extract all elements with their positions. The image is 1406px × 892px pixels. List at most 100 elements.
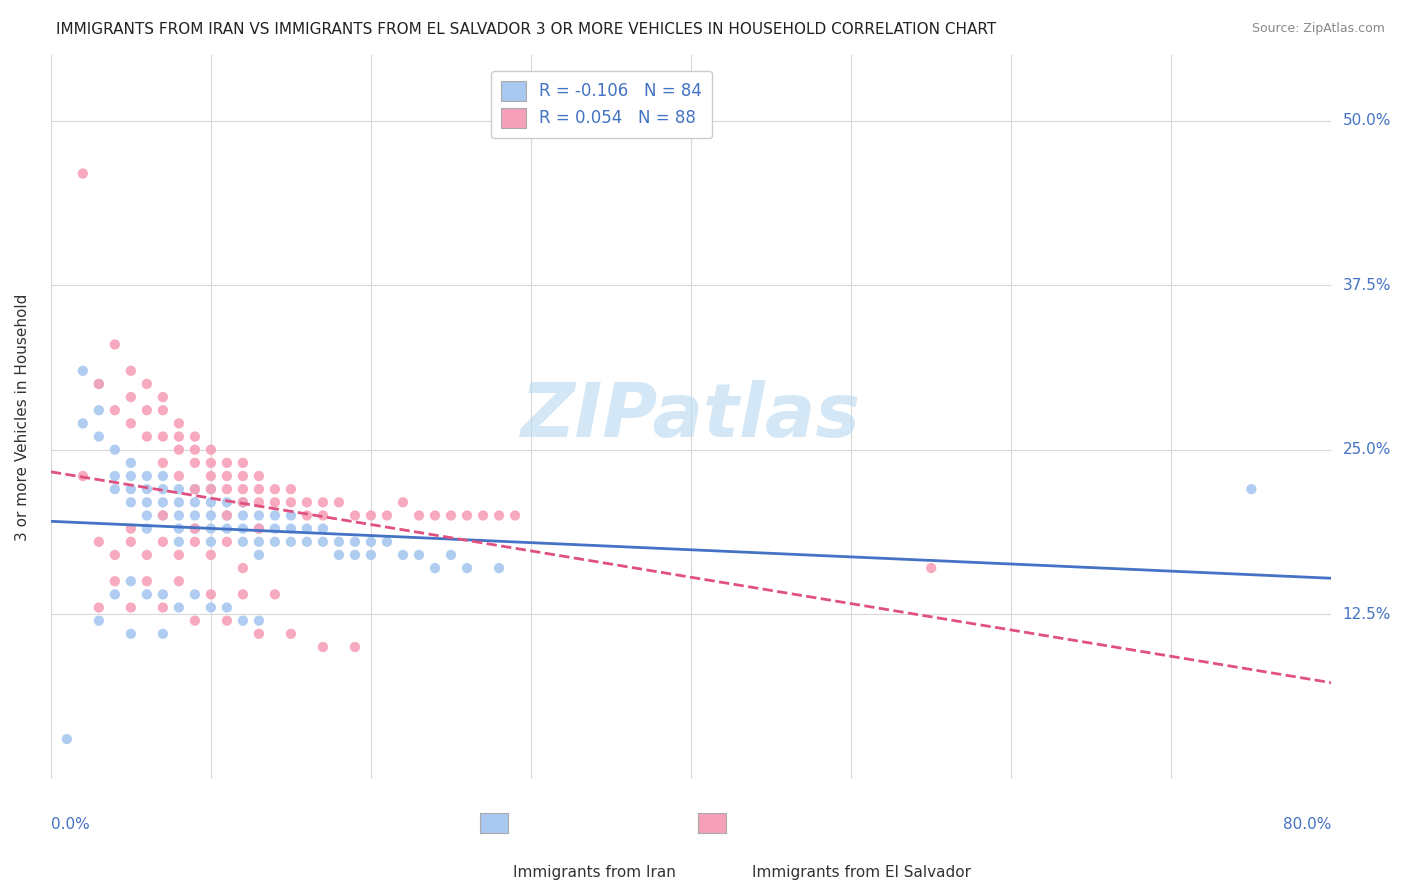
Point xyxy=(87,403,110,417)
Point xyxy=(184,456,207,470)
Point xyxy=(247,522,270,536)
Point xyxy=(215,534,238,549)
Point xyxy=(135,429,157,443)
Point xyxy=(200,587,222,601)
Point xyxy=(104,469,127,483)
Text: 37.5%: 37.5% xyxy=(1343,277,1391,293)
Point xyxy=(104,403,127,417)
Point xyxy=(104,548,127,562)
Point xyxy=(72,469,94,483)
Point xyxy=(120,390,142,404)
Point xyxy=(184,482,207,496)
Point xyxy=(120,574,142,589)
Point xyxy=(360,508,382,523)
Point xyxy=(87,600,110,615)
Point xyxy=(167,429,190,443)
Point xyxy=(295,508,318,523)
Point xyxy=(247,534,270,549)
Point xyxy=(104,587,127,601)
Point xyxy=(392,495,415,509)
Point xyxy=(440,548,463,562)
Point xyxy=(264,495,287,509)
Point xyxy=(87,429,110,443)
Point xyxy=(232,614,254,628)
Point xyxy=(167,534,190,549)
Text: ZIPatlas: ZIPatlas xyxy=(522,380,860,453)
Point xyxy=(360,548,382,562)
Point xyxy=(184,587,207,601)
Point xyxy=(120,469,142,483)
Point xyxy=(152,456,174,470)
Point xyxy=(456,561,478,575)
Point xyxy=(56,732,79,747)
Point xyxy=(343,640,366,654)
Point xyxy=(375,534,398,549)
Point xyxy=(423,508,446,523)
Point xyxy=(152,627,174,641)
Point xyxy=(247,522,270,536)
Point xyxy=(200,482,222,496)
Point xyxy=(120,522,142,536)
Point xyxy=(135,482,157,496)
Point xyxy=(104,574,127,589)
Point xyxy=(184,614,207,628)
Point xyxy=(264,522,287,536)
Point xyxy=(184,522,207,536)
Point xyxy=(232,587,254,601)
Point xyxy=(215,508,238,523)
Point xyxy=(215,482,238,496)
Point xyxy=(72,417,94,431)
Point xyxy=(135,548,157,562)
Point xyxy=(135,522,157,536)
Point xyxy=(200,534,222,549)
Point xyxy=(104,442,127,457)
Point xyxy=(408,508,430,523)
Point xyxy=(120,495,142,509)
Text: 12.5%: 12.5% xyxy=(1343,607,1391,622)
Point xyxy=(264,587,287,601)
Point xyxy=(135,403,157,417)
Point xyxy=(247,614,270,628)
Point xyxy=(167,469,190,483)
Point xyxy=(1240,482,1263,496)
Text: IMMIGRANTS FROM IRAN VS IMMIGRANTS FROM EL SALVADOR 3 OR MORE VEHICLES IN HOUSEH: IMMIGRANTS FROM IRAN VS IMMIGRANTS FROM … xyxy=(56,22,997,37)
Point xyxy=(247,482,270,496)
Point xyxy=(120,600,142,615)
Point xyxy=(104,337,127,351)
Point xyxy=(87,376,110,391)
Y-axis label: 3 or more Vehicles in Household: 3 or more Vehicles in Household xyxy=(15,293,30,541)
Point xyxy=(312,522,335,536)
Point xyxy=(232,469,254,483)
Point xyxy=(184,495,207,509)
Point xyxy=(87,614,110,628)
Point xyxy=(200,548,222,562)
Point xyxy=(152,482,174,496)
Point xyxy=(215,614,238,628)
Point xyxy=(920,561,942,575)
Point xyxy=(120,482,142,496)
Point xyxy=(232,495,254,509)
Point xyxy=(135,469,157,483)
Text: Immigrants from Iran: Immigrants from Iran xyxy=(513,865,676,880)
Point xyxy=(120,456,142,470)
Point xyxy=(295,495,318,509)
Point xyxy=(280,508,302,523)
Point xyxy=(184,522,207,536)
Point xyxy=(135,587,157,601)
Point xyxy=(312,495,335,509)
Point xyxy=(135,376,157,391)
Point xyxy=(343,508,366,523)
Point xyxy=(72,364,94,378)
Point xyxy=(232,522,254,536)
Text: Source: ZipAtlas.com: Source: ZipAtlas.com xyxy=(1251,22,1385,36)
Point xyxy=(375,508,398,523)
Point xyxy=(232,534,254,549)
Point xyxy=(232,456,254,470)
Point xyxy=(152,429,174,443)
Text: 50.0%: 50.0% xyxy=(1343,113,1391,128)
Point xyxy=(312,640,335,654)
Point xyxy=(215,600,238,615)
Point xyxy=(200,442,222,457)
Text: Immigrants from El Salvador: Immigrants from El Salvador xyxy=(752,865,972,880)
Point xyxy=(167,417,190,431)
